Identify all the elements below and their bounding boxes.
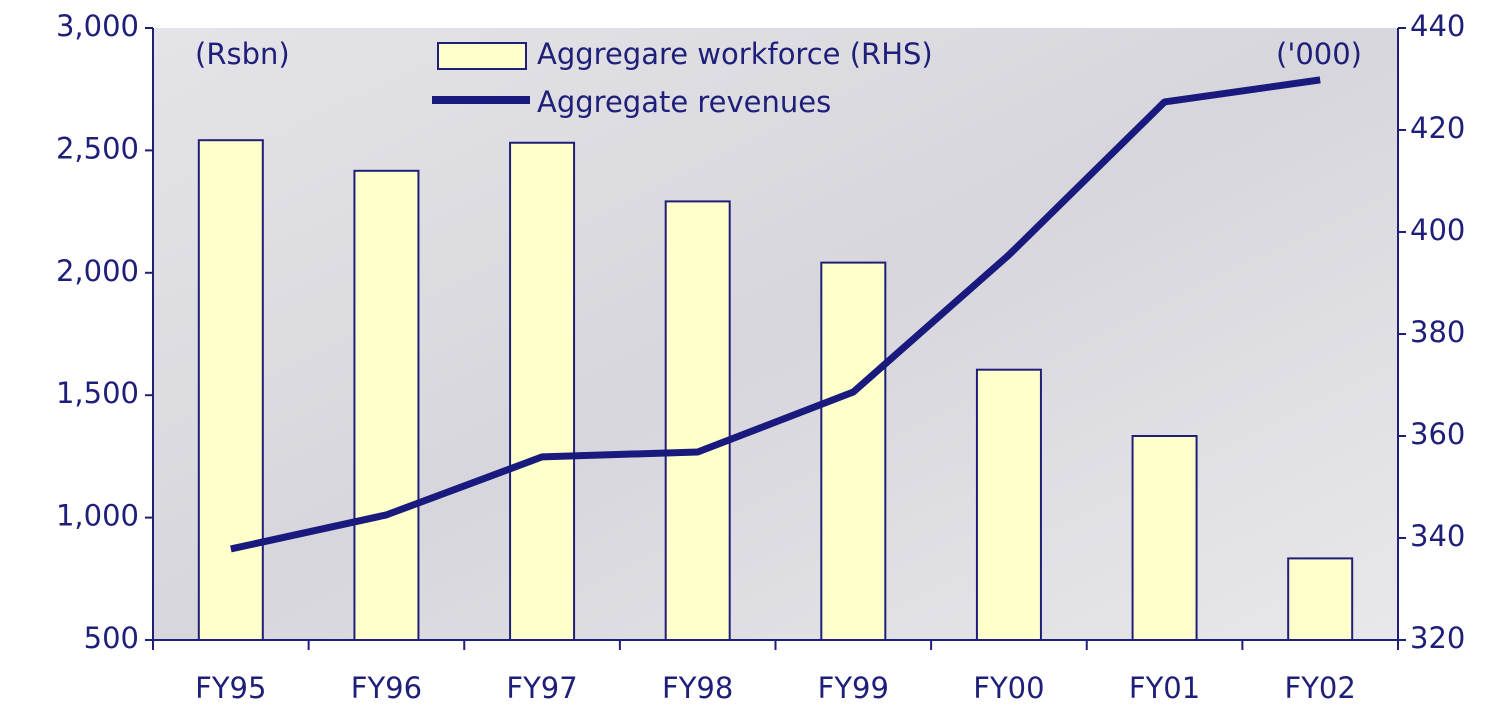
y2-tick-label: 340 (1410, 519, 1465, 553)
y-tick-label: 1,500 (56, 376, 139, 410)
x-tick-label: FY96 (351, 671, 422, 705)
legend-label: Aggregate revenues (537, 85, 831, 119)
y2-tick-label: 440 (1410, 9, 1465, 43)
right-unit: ('000) (1276, 37, 1362, 71)
page: {"chart_data": { "type": "bar-line", "an… (0, 0, 1501, 713)
y-tick-label: 2,000 (56, 254, 139, 288)
x-tick-label: FY00 (973, 671, 1044, 705)
y2-tick-label: 320 (1410, 621, 1465, 655)
y-tick-label: 3,000 (56, 9, 139, 43)
y-tick-label: 500 (84, 621, 139, 655)
bar (1288, 558, 1352, 640)
x-tick-label: FY02 (1285, 671, 1356, 705)
bar (666, 201, 730, 640)
y2-tick-label: 420 (1410, 111, 1465, 145)
y2-tick-label: 360 (1410, 417, 1465, 451)
legend-label: Aggregare workforce (RHS) (537, 37, 933, 71)
x-tick-label: FY98 (662, 671, 733, 705)
y-tick-label: 2,500 (56, 131, 139, 165)
legend-swatch (438, 43, 526, 69)
plot-background (153, 28, 1398, 640)
left-unit: (Rsbn) (195, 37, 290, 71)
bar (1133, 436, 1197, 640)
chart: (Rsbn) ('000) Aggregare workforce (RHS) A… (0, 0, 1501, 713)
bar (821, 263, 885, 640)
x-tick-label: FY97 (506, 671, 577, 705)
x-tick-label: FY01 (1129, 671, 1200, 705)
bar (977, 370, 1041, 640)
y2-tick-label: 400 (1410, 213, 1465, 247)
x-tick-label: FY99 (818, 671, 889, 705)
y2-tick-label: 380 (1410, 315, 1465, 349)
bar (354, 171, 418, 640)
bar (199, 140, 263, 640)
bar (510, 143, 574, 640)
y-tick-label: 1,000 (56, 499, 139, 533)
x-tick-label: FY95 (195, 671, 266, 705)
